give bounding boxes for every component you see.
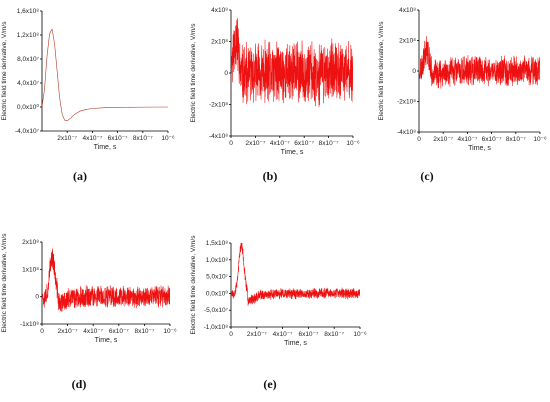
x-tick-label: 6x10⁻⁷	[298, 331, 319, 338]
y-tick-label: 1x10⁸	[22, 266, 39, 273]
x-tick-label: 6x10⁻⁷	[294, 140, 315, 147]
x-tick-label: 0	[229, 140, 233, 147]
x-tick-label: 8x10⁻⁷	[506, 136, 527, 143]
x-tick-label: 8x10⁻⁷	[324, 331, 345, 338]
y-tick-label: 0,0x10⁰	[206, 289, 229, 297]
x-tick-label: 10⁻⁶	[353, 331, 367, 338]
y-tick-label: 0	[412, 68, 416, 75]
y-tick-label: -2x10⁸	[397, 99, 416, 106]
y-tick-label: 0,0x10⁰	[17, 103, 40, 111]
y-axis-title: Electric field time derivative, V/m/s	[190, 23, 197, 123]
panel-label: (d)	[72, 377, 87, 391]
x-tick-label: 10⁻⁶	[163, 328, 177, 335]
chart-panel-b: -4x10⁸ -2x10⁸ 0 2x10⁸ 4x10⁸ 0 2x10⁻⁷ 4x10⁻⁷ 6x10…	[190, 7, 360, 183]
y-tick-label: -5,0x10⁷	[204, 307, 229, 314]
chart-panels: -4,0x10⁷ 0,0x10⁰ 4,0x10⁷ 8,0x10⁷ 1,2x10⁸ 1,6x…	[1, 7, 547, 391]
panel-label: (b)	[263, 169, 278, 183]
x-tick-label: 8x10⁻⁷	[134, 328, 155, 335]
x-tick-label: 4x10⁻⁷	[270, 140, 291, 147]
y-tick-label: -4x10⁸	[209, 133, 228, 140]
y-axis-title: Electric field time derivative, V/m/s	[1, 233, 8, 333]
x-tick-label: 10⁻⁶	[161, 135, 175, 142]
y-tick-label: 4,0x10⁷	[17, 80, 40, 87]
y-tick-label: 5,0x10⁷	[206, 274, 229, 281]
y-tick-label: -2x10⁸	[209, 102, 228, 109]
y-tick-label: 1,0x10⁸	[206, 257, 229, 264]
series-line	[42, 248, 170, 312]
x-axis-title: Time, s	[95, 337, 118, 344]
chart-panel-e: -1,0x10⁸ -5,0x10⁷ 0,0x10⁰ 5,0x10⁷ 1,0x10⁸ 1,5…	[190, 235, 367, 391]
x-tick-label: 8x10⁻⁷	[133, 135, 154, 142]
y-tick-label: 2x10⁸	[399, 38, 416, 45]
x-tick-label: 10⁻⁶	[346, 140, 360, 147]
y-tick-label: 0	[35, 294, 39, 301]
x-tick-label: 0	[417, 136, 421, 143]
y-tick-label: 4x10⁸	[211, 7, 228, 14]
x-tick-label: 4x10⁻⁷	[83, 328, 104, 335]
x-axis-title: Time, s	[94, 144, 117, 151]
y-tick-label: 8,0x10⁷	[17, 56, 40, 63]
x-tick-label: 2x10⁻⁷	[57, 135, 78, 142]
series-line	[419, 36, 540, 89]
x-axis-title: Time, s	[468, 145, 491, 152]
panel-label: (a)	[73, 169, 87, 183]
y-tick-label: 1,5x10⁸	[206, 240, 229, 247]
y-tick-label: -1x10⁸	[20, 321, 39, 328]
x-tick-label: 6x10⁻⁷	[108, 135, 129, 142]
x-tick-label: 2x10⁻⁷	[247, 331, 268, 338]
x-tick-label: 10⁻⁶	[533, 136, 547, 143]
x-tick-label: 4x10⁻⁷	[82, 135, 103, 142]
x-tick-label: 2x10⁻⁷	[58, 328, 79, 335]
panel-label: (c)	[420, 169, 433, 183]
x-tick-label: 2x10⁻⁷	[245, 140, 266, 147]
y-tick-label: 1,2x10⁸	[17, 32, 40, 39]
y-axis-title: Electric field time derivative, V/m/s	[1, 21, 8, 121]
y-tick-label: -4,0x10⁷	[15, 128, 40, 135]
series-line	[231, 17, 353, 107]
x-tick-label: 4x10⁻⁷	[273, 331, 294, 338]
x-tick-label: 6x10⁻⁷	[109, 328, 130, 335]
x-axis-title: Time, s	[281, 149, 304, 156]
y-axis-title: Electric field time derivative, V/m/s	[378, 21, 385, 121]
chart-panel-a: -4,0x10⁷ 0,0x10⁰ 4,0x10⁷ 8,0x10⁷ 1,2x10⁸ 1,6x…	[1, 8, 175, 183]
y-tick-label: 0	[224, 70, 228, 77]
panel-label: (e)	[263, 377, 276, 391]
chart-panel-c: -4x10⁸ -2x10⁸ 0 2x10⁸ 4x10⁸ 0 2x10⁻⁷ 4x10⁻⁷ 6x10…	[378, 7, 547, 183]
x-tick-label: 4x10⁻⁷	[457, 136, 478, 143]
x-tick-label: 0	[40, 328, 44, 335]
x-tick-label: 0	[229, 331, 233, 338]
series-line	[42, 28, 168, 122]
x-tick-label: 8x10⁻⁷	[319, 140, 340, 147]
y-tick-label: -1,0x10⁸	[204, 324, 229, 331]
y-tick-label: 2x10⁸	[22, 239, 39, 246]
y-tick-label: 1,6x10⁸	[17, 8, 40, 15]
y-tick-label: -4x10⁸	[397, 129, 416, 136]
y-tick-label: 2x10⁸	[211, 39, 228, 46]
y-tick-label: 4x10⁸	[399, 7, 416, 14]
x-tick-label: 2x10⁻⁷	[433, 136, 454, 143]
x-axis-title: Time, s	[284, 340, 307, 347]
x-tick-label: 6x10⁻⁷	[482, 136, 503, 143]
series-line	[231, 243, 360, 306]
y-axis-title: Electric field time derivative, V/m/s	[190, 235, 197, 335]
